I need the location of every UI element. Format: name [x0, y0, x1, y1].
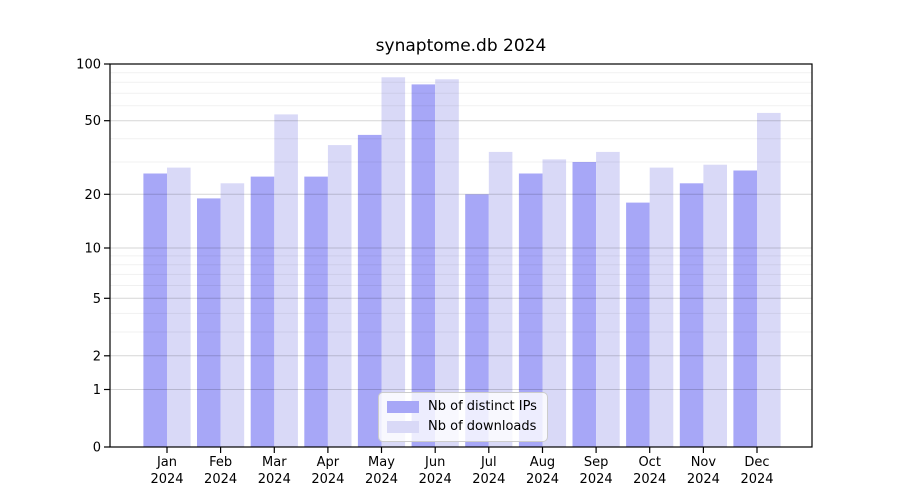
chart-title: synaptome.db 2024 — [375, 36, 547, 56]
x-tick-year-apr: 2024 — [311, 472, 344, 487]
bar-distinct-ips-jul — [465, 194, 489, 447]
y-tick-label-100: 100 — [76, 58, 101, 73]
legend-label-distinct-ips: Nb of distinct IPs — [428, 399, 537, 414]
bar-distinct-ips-feb — [197, 198, 221, 447]
x-tick-year-jun: 2024 — [419, 472, 452, 487]
x-tick-label-dec: Dec — [744, 455, 769, 470]
x-tick-year-aug: 2024 — [526, 472, 559, 487]
x-tick-label-aug: Aug — [530, 455, 555, 470]
y-tick-label-50: 50 — [84, 114, 101, 129]
bar-downloads-feb — [220, 183, 245, 448]
bar-downloads-jun — [435, 79, 459, 448]
legend-item-distinct-ips: Nb of distinct IPs — [387, 400, 539, 414]
bar-downloads-jan — [167, 167, 191, 447]
x-tick-label-oct: Oct — [638, 455, 660, 470]
legend-item-downloads: Nb of downloads — [387, 420, 539, 434]
bar-distinct-ips-mar — [250, 176, 275, 447]
bar-distinct-ips-may — [357, 134, 382, 447]
y-tick-label-20: 20 — [84, 188, 101, 203]
bar-downloads-dec — [757, 112, 781, 448]
y-tick-label-1: 1 — [93, 383, 101, 398]
bar-distinct-ips-nov — [679, 183, 704, 448]
x-tick-year-jan: 2024 — [150, 472, 183, 487]
legend-label-downloads: Nb of downloads — [428, 419, 537, 434]
x-tick-year-sep: 2024 — [580, 472, 613, 487]
bar-distinct-ips-dec — [733, 170, 757, 447]
legend-swatch-downloads-icon — [387, 421, 419, 433]
x-tick-label-apr: Apr — [317, 455, 340, 470]
bar-downloads-may — [381, 77, 406, 448]
bar-distinct-ips-jun — [411, 84, 436, 448]
bar-distinct-ips-apr — [304, 176, 328, 447]
x-tick-label-mar: Mar — [262, 455, 287, 470]
x-tick-label-nov: Nov — [691, 455, 717, 470]
x-tick-year-mar: 2024 — [258, 472, 291, 487]
bar-distinct-ips-sep — [572, 162, 597, 447]
legend-swatch-distinct-ips-icon — [387, 401, 419, 413]
bar-downloads-nov — [703, 164, 727, 447]
x-tick-year-may: 2024 — [365, 472, 398, 487]
gridlines-minor — [110, 72, 812, 333]
bar-distinct-ips-oct — [626, 202, 650, 447]
x-tick-year-oct: 2024 — [633, 472, 666, 487]
x-tick-year-jul: 2024 — [472, 472, 505, 487]
x-tick-label-jun: Jun — [424, 455, 445, 470]
x-tick-year-feb: 2024 — [204, 472, 237, 487]
bar-downloads-oct — [649, 167, 674, 447]
y-axis: 0 1 2 5 10 20 50 100 — [76, 58, 110, 456]
bar-downloads-sep — [596, 151, 620, 447]
x-tick-label-feb: Feb — [209, 455, 232, 470]
y-tick-label-10: 10 — [84, 242, 101, 257]
bar-downloads-jul — [488, 151, 513, 447]
x-tick-year-nov: 2024 — [687, 472, 720, 487]
bar-downloads-aug — [542, 159, 567, 447]
x-tick-label-may: May — [368, 455, 395, 470]
bar-downloads-apr — [327, 145, 352, 447]
bars-group — [143, 77, 781, 448]
y-tick-label-2: 2 — [93, 349, 101, 364]
bar-distinct-ips-jan — [143, 173, 167, 447]
x-tick-label-jul: Jul — [480, 455, 497, 470]
y-tick-label-5: 5 — [93, 292, 101, 307]
x-tick-label-jan: Jan — [156, 455, 177, 470]
legend: Nb of distinct IPs Nb of downloads — [378, 392, 548, 442]
x-tick-year-dec: 2024 — [740, 472, 773, 487]
bar-distinct-ips-aug — [518, 173, 543, 447]
plot-box — [109, 63, 813, 448]
bar-downloads-mar — [274, 114, 298, 448]
x-tick-label-sep: Sep — [584, 455, 609, 470]
y-tick-label-0: 0 — [93, 441, 101, 456]
x-axis: Jan 2024 Feb 2024 Mar 2024 Apr 2024 May 2024 Jun 20… — [150, 447, 774, 487]
